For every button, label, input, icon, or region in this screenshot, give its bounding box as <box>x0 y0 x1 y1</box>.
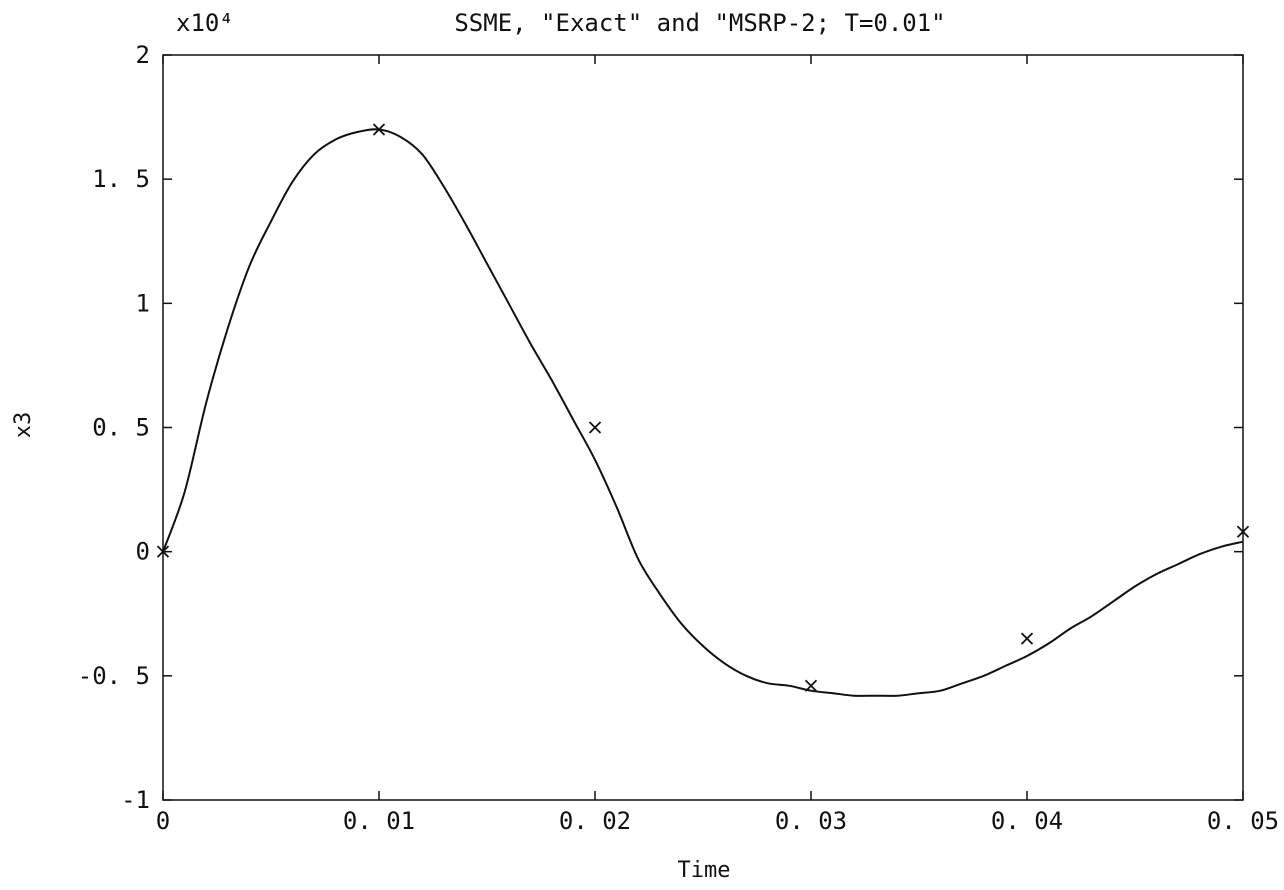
y-tick-label: 1 <box>136 289 150 317</box>
chart-title: SSME, "Exact" and "MSRP-2; T=0.01" <box>454 9 945 37</box>
y-tick-label: 1. 5 <box>92 165 150 193</box>
y-axis: -1 -0. 5 0 0. 5 1 1. 5 2 <box>78 41 1243 814</box>
y-axis-label: x3 <box>11 412 36 439</box>
x-axis-label: Time <box>678 858 731 883</box>
msrp-data-point <box>1236 525 1250 538</box>
msrp-data-point <box>156 545 170 558</box>
y-tick-label: -1 <box>121 786 150 814</box>
y-tick-label: 2 <box>136 41 150 69</box>
exact-solution-line <box>162 128 1244 697</box>
y-tick-label: 0 <box>136 538 150 566</box>
x-tick-label: 0. 03 <box>775 807 847 835</box>
exponent-label: x10⁴ <box>176 9 234 37</box>
msrp-data-point <box>1020 632 1034 645</box>
msrp-data-point <box>372 123 386 136</box>
x-tick-label: 0. 02 <box>559 807 631 835</box>
msrp-data-point <box>804 679 818 692</box>
y-tick-label: 0. 5 <box>92 414 150 442</box>
x-tick-label: 0. 01 <box>343 807 415 835</box>
plot-area-frame <box>162 54 1244 801</box>
y-tick-label: -0. 5 <box>78 662 150 690</box>
x-axis: 0 0. 01 0. 02 0. 03 0. 04 0. 05 <box>156 55 1279 835</box>
x-tick-label: 0 <box>156 807 170 835</box>
x-tick-label: 0. 04 <box>991 807 1063 835</box>
msrp-data-point <box>588 421 602 434</box>
series-layer <box>156 123 1250 697</box>
x-tick-label: 0. 05 <box>1207 807 1279 835</box>
